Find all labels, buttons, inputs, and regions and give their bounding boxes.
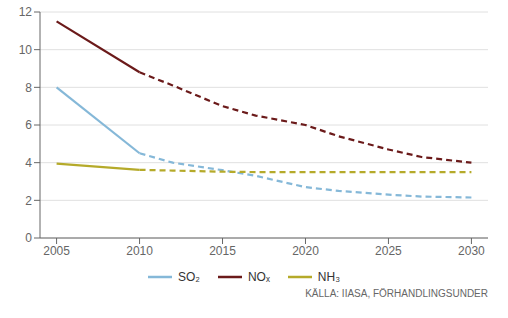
svg-text:0: 0 — [25, 231, 32, 245]
svg-text:10: 10 — [19, 43, 33, 57]
html-text:NOₓ: NOₓ — [247, 270, 270, 284]
html-text:KÄLLA: IIASA, FÖRHANDLINGSUNDE: KÄLLA: IIASA, FÖRHANDLINGSUNDER — [305, 288, 488, 299]
html-text:NH₃: NH₃ — [317, 270, 341, 284]
svg-text:8: 8 — [25, 81, 32, 95]
svg-text:2015: 2015 — [209, 244, 236, 258]
svg-text:12: 12 — [19, 5, 33, 19]
svg-text:2005: 2005 — [43, 244, 70, 258]
svg-text:2010: 2010 — [126, 244, 153, 258]
svg-text:2030: 2030 — [458, 244, 485, 258]
svg-text:2020: 2020 — [292, 244, 319, 258]
svg-text:4: 4 — [25, 156, 32, 170]
svg-text:2: 2 — [25, 194, 32, 208]
svg-text:2025: 2025 — [375, 244, 402, 258]
svg-text:6: 6 — [25, 118, 32, 132]
html-text:SO₂: SO₂ — [177, 270, 200, 284]
